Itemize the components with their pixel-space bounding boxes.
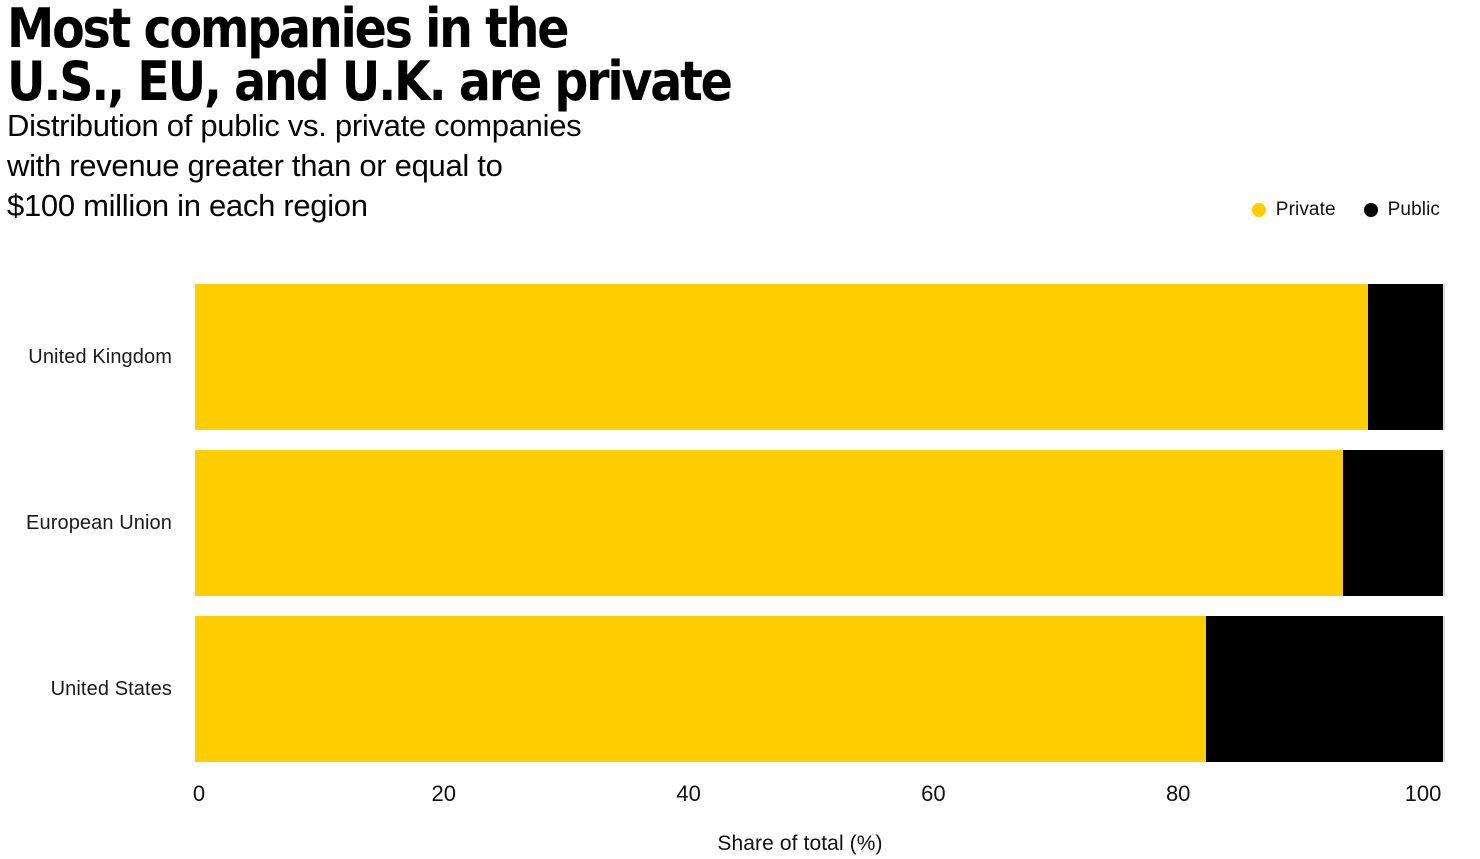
bar-segment-public bbox=[1343, 450, 1443, 596]
public-legend-dot bbox=[1363, 203, 1378, 217]
x-tick-60: 60 bbox=[921, 781, 946, 806]
legend-label-public: Public bbox=[1387, 199, 1440, 220]
bar-row-united-states: United States bbox=[0, 616, 1480, 762]
category-label: United Kingdom bbox=[28, 345, 172, 368]
x-tick-20: 20 bbox=[431, 781, 457, 806]
bar-row-united-kingdom: United Kingdom bbox=[0, 284, 1480, 430]
bar-row-european-union: European Union bbox=[0, 450, 1480, 596]
chart-subtitle-line3: $100 million in each region bbox=[7, 188, 368, 223]
x-axis-ticks: 0 20 40 60 80 100 bbox=[193, 781, 1441, 809]
private-legend-dot bbox=[1251, 203, 1266, 217]
bar-track bbox=[195, 284, 1443, 430]
category-label: United States bbox=[50, 677, 172, 700]
bar-segment-public bbox=[1205, 616, 1443, 762]
bar-segment-private bbox=[195, 284, 1369, 430]
chart-subtitle-line2: with revenue greater than or equal to bbox=[7, 148, 503, 183]
chart-subtitle-line1: Distribution of public vs. private compa… bbox=[7, 108, 582, 143]
bar-track bbox=[195, 616, 1443, 762]
bar-segment-private bbox=[195, 450, 1344, 596]
bar-segment-private bbox=[195, 616, 1206, 762]
category-label: European Union bbox=[26, 511, 172, 534]
legend-item-private: Private bbox=[1251, 199, 1336, 221]
x-tick-0: 0 bbox=[192, 781, 206, 806]
chart-title: Most companies in the U.S., EU, and U.K.… bbox=[7, 0, 733, 113]
chart-title-line2: U.S., EU, and U.K. are private bbox=[7, 50, 733, 113]
bar-segment-public bbox=[1368, 284, 1443, 430]
x-tick-100: 100 bbox=[1404, 781, 1442, 806]
legend-item-public: Public bbox=[1363, 199, 1440, 221]
chart-title-line1: Most companies in the bbox=[7, 0, 570, 60]
plot-area: United Kingdom European Union United State… bbox=[0, 284, 1480, 762]
x-tick-40: 40 bbox=[676, 781, 701, 806]
x-axis-title: Share of total (%) bbox=[717, 832, 883, 855]
chart-subtitle: Distribution of public vs. private compa… bbox=[7, 106, 582, 226]
x-tick-80: 80 bbox=[1165, 781, 1191, 806]
bar-track bbox=[195, 450, 1443, 596]
legend-label-private: Private bbox=[1275, 199, 1336, 220]
legend: Private Public bbox=[1251, 196, 1440, 224]
